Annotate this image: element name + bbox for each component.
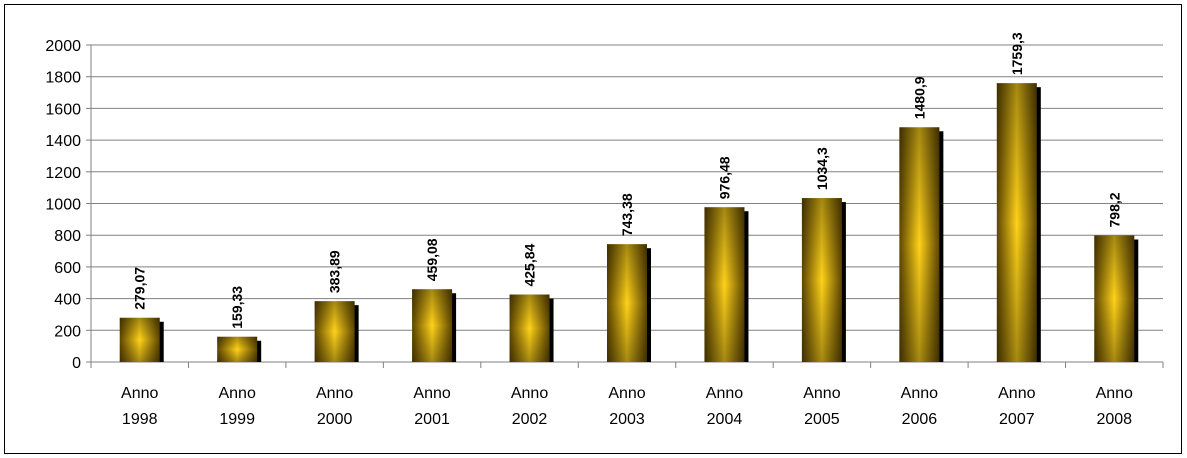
category-label-line1: Anno: [316, 385, 353, 402]
category-label-line2: 2007: [999, 411, 1035, 428]
y-tick-label: 400: [54, 292, 81, 309]
y-tick-label: 200: [54, 323, 81, 340]
category-label-line1: Anno: [998, 385, 1035, 402]
value-label: 798,2: [1106, 192, 1122, 227]
bar-shading: [217, 336, 258, 362]
value-labels: 279,07 159,33 383,89 459,08 425,84 743,38 976,…: [132, 32, 1123, 329]
bar-shading: [801, 198, 842, 362]
bar-shading: [119, 317, 160, 362]
bar-shading: [704, 207, 745, 362]
bar-shading: [412, 289, 453, 362]
value-label: 976,48: [716, 156, 732, 199]
value-label: 383,89: [327, 250, 343, 293]
category-label-line2: 2001: [414, 411, 450, 428]
y-tick-label: 2000: [45, 38, 81, 55]
category-label-line2: 2005: [804, 411, 840, 428]
category-labels: Anno 1998 Anno 1999 Anno 2000 Anno 2001 Anno 2002…: [121, 385, 1133, 428]
value-label: 1034,3: [814, 147, 830, 190]
bar-shading: [1094, 235, 1135, 362]
category-label-line2: 2000: [317, 411, 353, 428]
value-label: 279,07: [132, 267, 148, 310]
chart-frame: [4, 4, 1182, 454]
category-label-line2: 1998: [122, 411, 158, 428]
category-label-line2: 2002: [512, 411, 548, 428]
bars: [119, 83, 1139, 363]
y-tick-label: 1600: [45, 101, 81, 118]
value-label: 1480,9: [911, 76, 927, 119]
category-label-line2: 2004: [707, 411, 743, 428]
value-label: 425,84: [522, 243, 538, 286]
axes: 0 200 400 600 800 1000 1200 1400 1600 1800 2000: [45, 38, 1164, 372]
category-label-line1: Anno: [706, 385, 743, 402]
y-tick-label: 800: [54, 228, 81, 245]
bar-shading: [996, 83, 1037, 363]
value-label: 159,33: [229, 286, 245, 329]
category-label-line2: 2003: [609, 411, 645, 428]
y-tick-label: 600: [54, 260, 81, 277]
value-label: 459,08: [424, 238, 440, 281]
category-label-line1: Anno: [121, 385, 158, 402]
category-label-line2: 2006: [902, 411, 938, 428]
category-label-line1: Anno: [218, 385, 255, 402]
bar-shading: [314, 301, 355, 362]
y-tick-label: 0: [72, 355, 81, 372]
y-tick-label: 1400: [45, 133, 81, 150]
category-label-line1: Anno: [608, 385, 645, 402]
category-label-line1: Anno: [901, 385, 938, 402]
category-label-line2: 1999: [219, 411, 255, 428]
category-label-line1: Anno: [1096, 385, 1133, 402]
bar-shading: [899, 127, 940, 363]
y-tick-label: 1000: [45, 197, 81, 214]
value-label: 1759,3: [1009, 32, 1025, 75]
bar-shading: [509, 294, 550, 362]
y-tick-label: 1200: [45, 165, 81, 182]
value-label: 743,38: [619, 193, 635, 236]
category-label-line1: Anno: [413, 385, 450, 402]
bar-shading: [607, 244, 647, 362]
category-label-line1: Anno: [511, 385, 548, 402]
category-label-line1: Anno: [803, 385, 840, 402]
y-tick-label: 1800: [45, 70, 81, 87]
category-label-line2: 2008: [1096, 411, 1132, 428]
